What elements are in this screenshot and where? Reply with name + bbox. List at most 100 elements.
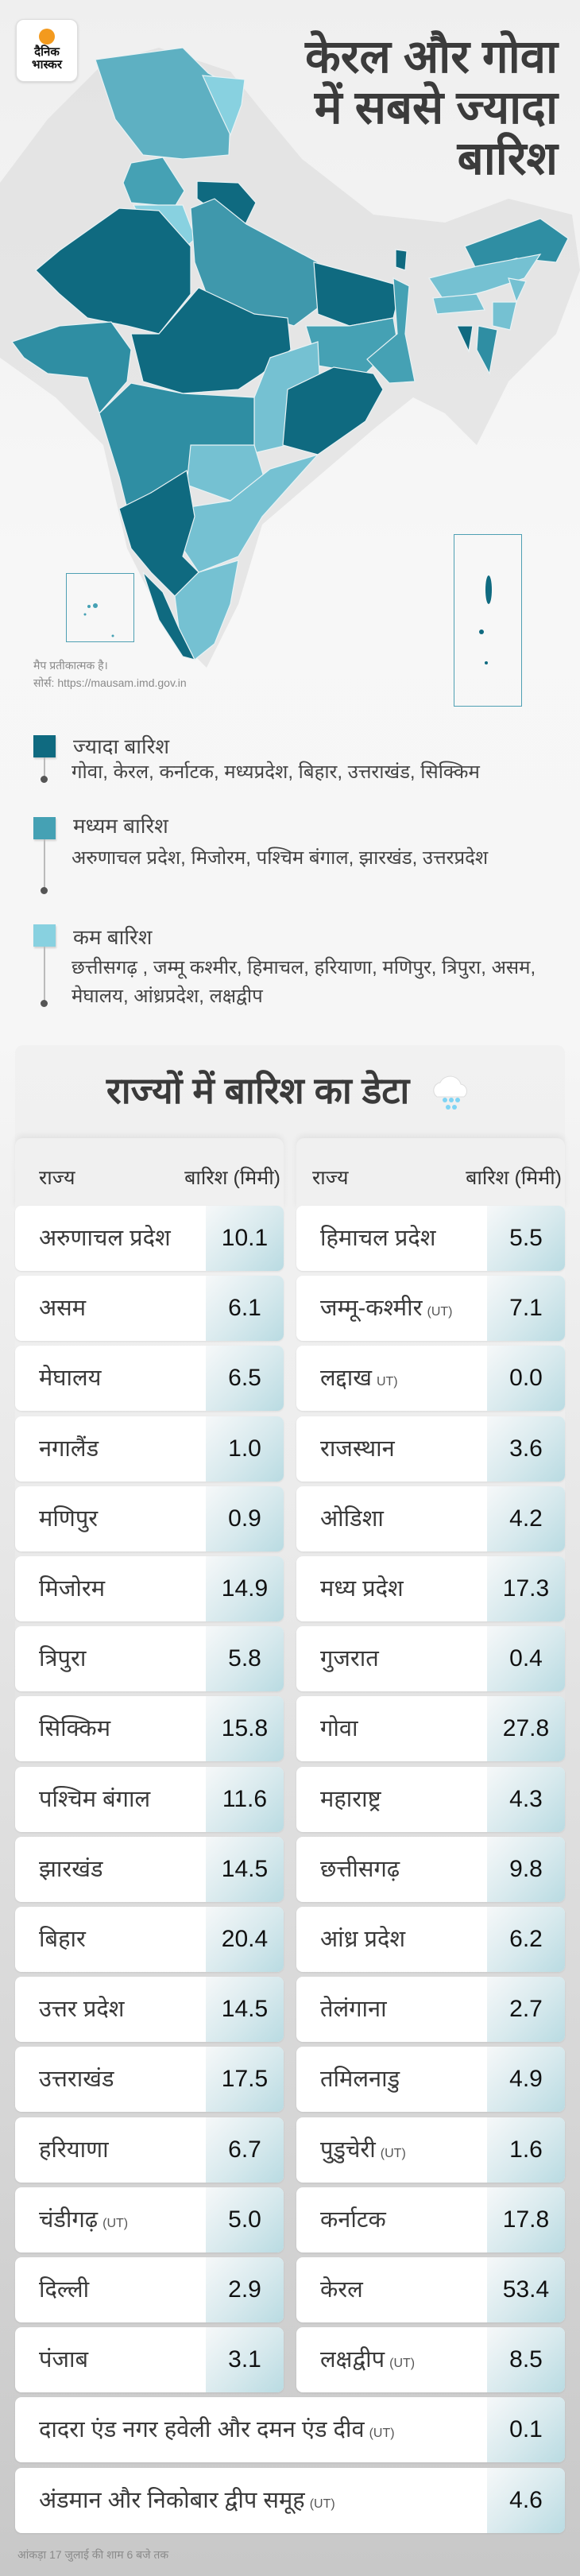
table-row: हिमाचल प्रदेश 5.5 [296,1206,565,1271]
column-header-rain: बारिश (मिमी) [466,1167,562,1189]
legend-title-medium: मध्यम बारिश [73,814,168,838]
map-source: सोर्स: https://mausam.imd.gov.in [33,676,187,689]
state-name-text: तमिलनाडु [320,2067,400,2093]
state-name: गुजरात [320,1626,379,1691]
rainfall-value: 9.8 [487,1836,565,1902]
state-name-text: तेलंगाना [320,1997,387,2023]
ut-label: (UT) [369,2427,395,2441]
rainfall-value: 14.5 [206,1977,284,2043]
rainfall-value: 14.9 [206,1556,284,1621]
rainfall-value: 8.5 [487,2327,565,2393]
table-row: उत्तर प्रदेश 14.5 [15,1977,284,2043]
rainfall-value: 7.1 [487,1276,565,1342]
table-row: मेघालय 6.5 [15,1346,284,1412]
state-name-text: मेघालय [39,1365,102,1392]
table-row: तेलंगाना 2.7 [296,1977,565,2043]
state-mizoram [476,325,498,375]
ut-label: (UT) [102,2216,129,2230]
state-name: सिक्किम [39,1696,110,1761]
andaman-inset [454,534,522,707]
ut-label: (UT) [389,2357,416,2371]
table-row: मध्य प्रदेश 17.3 [296,1556,565,1621]
state-name-text: ओडिशा [320,1505,384,1532]
headline-line-1: केरल और गोवा [305,31,558,83]
state-name-text: गुजरात [320,1646,379,1672]
table-row: छत्तीसगढ़ 9.8 [296,1836,565,1902]
state-name: आंध्र प्रदेश [320,1907,405,1972]
state-name-text: उत्तराखंड [39,2067,114,2093]
headline-line-2: में सबसे ज्यादा [314,82,558,134]
table-row: ओडिशा 4.2 [296,1486,565,1551]
column-header-rain: बारिश (मिमी) [184,1167,280,1189]
ut-label: (UT) [380,2146,406,2160]
state-name: दादरा एंड नगर हवेली और दमन एंड दीव (UT) [39,2397,395,2462]
state-nagaland [508,277,527,304]
table-row: राजस्थान 3.6 [296,1416,565,1482]
state-name: गोवा [320,1696,358,1761]
state-name-text: पश्चिम बंगाल [39,1786,151,1812]
state-name-text: पंजाब [39,2347,89,2373]
state-andhra-pradesh [178,453,319,573]
column-header-state: राज्य [312,1167,349,1189]
state-name: मध्य प्रदेश [320,1556,404,1621]
table-row: गुजरात 0.4 [296,1626,565,1692]
rainfall-value: 0.0 [487,1346,565,1412]
state-name: झारखंड [39,1837,103,1902]
state-name-text: असम [39,1296,87,1322]
state-uttar-pradesh [190,198,327,327]
rainfall-value: 2.7 [487,1977,565,2043]
legend-connector [44,839,45,890]
sun-icon [39,29,55,45]
state-tripura [456,325,474,354]
rainfall-value: 4.2 [487,1486,565,1551]
state-name: उत्तराखंड [39,2047,114,2112]
state-name-text: जम्मू-कश्मीर [320,1296,423,1322]
rainfall-value: 17.8 [487,2187,565,2253]
state-meghalaya [432,293,485,315]
state-odisha [282,366,384,455]
state-name-text: राजस्थान [320,1435,395,1462]
state-name-text: आंध्र प्रदेश [320,1927,406,1952]
table-row: दादरा एंड नगर हवेली और दमन एंड दीव (UT) 0.… [15,2397,565,2463]
state-madhya-pradesh [130,287,292,394]
table-row: झारखंड 14.5 [15,1836,284,1902]
rainfall-value: 17.5 [206,2047,284,2113]
legend-states-medium: अरुणाचल प्रदेश, मिजोरम, पश्चिम बंगाल, झा… [72,847,489,869]
legend-dot [41,1000,48,1007]
state-name: त्रिपुरा [39,1626,86,1691]
ut-label: (UT) [427,1305,453,1319]
state-name-text: झारखंड [39,1856,103,1882]
table-row: अंडमान और निकोबार द्वीप समूह (UT) 4.6 [15,2467,565,2533]
state-name: कर्नाटक [320,2187,386,2253]
legend-dot [41,776,48,783]
table-row: मिजोरम 14.9 [15,1556,284,1621]
table-header-right: राज्य बारिश (मिमी) [296,1138,565,1210]
table-title: राज्यों में बारिश का डेटा [0,1065,580,1114]
table-row: गोवा 27.8 [296,1696,565,1762]
state-name-text: मध्य प्रदेश [320,1576,404,1602]
state-name-text: हरियाणा [39,2136,109,2163]
state-name-text: पुडुचेरी [320,2136,376,2163]
state-name-text: चंडीगढ़ [39,2206,99,2233]
state-name-text: हिमाचल प्रदेश [320,1226,436,1251]
table-row: चंडीगढ़ (UT) 5.0 [15,2187,284,2253]
state-name: पश्चिम बंगाल [39,1767,150,1832]
state-name: असम [39,1276,86,1341]
rainfall-value: 1.6 [487,2117,565,2183]
state-name: अरुणाचल प्रदेश [39,1206,171,1271]
table-row: बिहार 20.4 [15,1907,284,1972]
headline: केरल और गोवा में सबसे ज्यादा बारिश [305,32,558,184]
legend-connector [44,947,45,1002]
table-row: पंजाब 3.1 [15,2327,284,2393]
rainfall-value: 1.0 [206,1416,284,1482]
state-name: ओडिशा [320,1486,384,1551]
state-name-text: महाराष्ट्र [320,1786,381,1812]
rainfall-value: 10.1 [206,1206,284,1271]
dainik-bhaskar-logo[interactable]: दैनिक भास्कर [16,19,78,82]
state-name-text: अरुणाचल प्रदेश [39,1226,171,1251]
state-name: नगालैंड [39,1416,99,1482]
legend-connector [44,757,45,779]
legend-title-low: कम बारिश [73,925,153,949]
rainfall-value: 6.1 [206,1276,284,1342]
state-name: तमिलनाडु [320,2047,400,2112]
